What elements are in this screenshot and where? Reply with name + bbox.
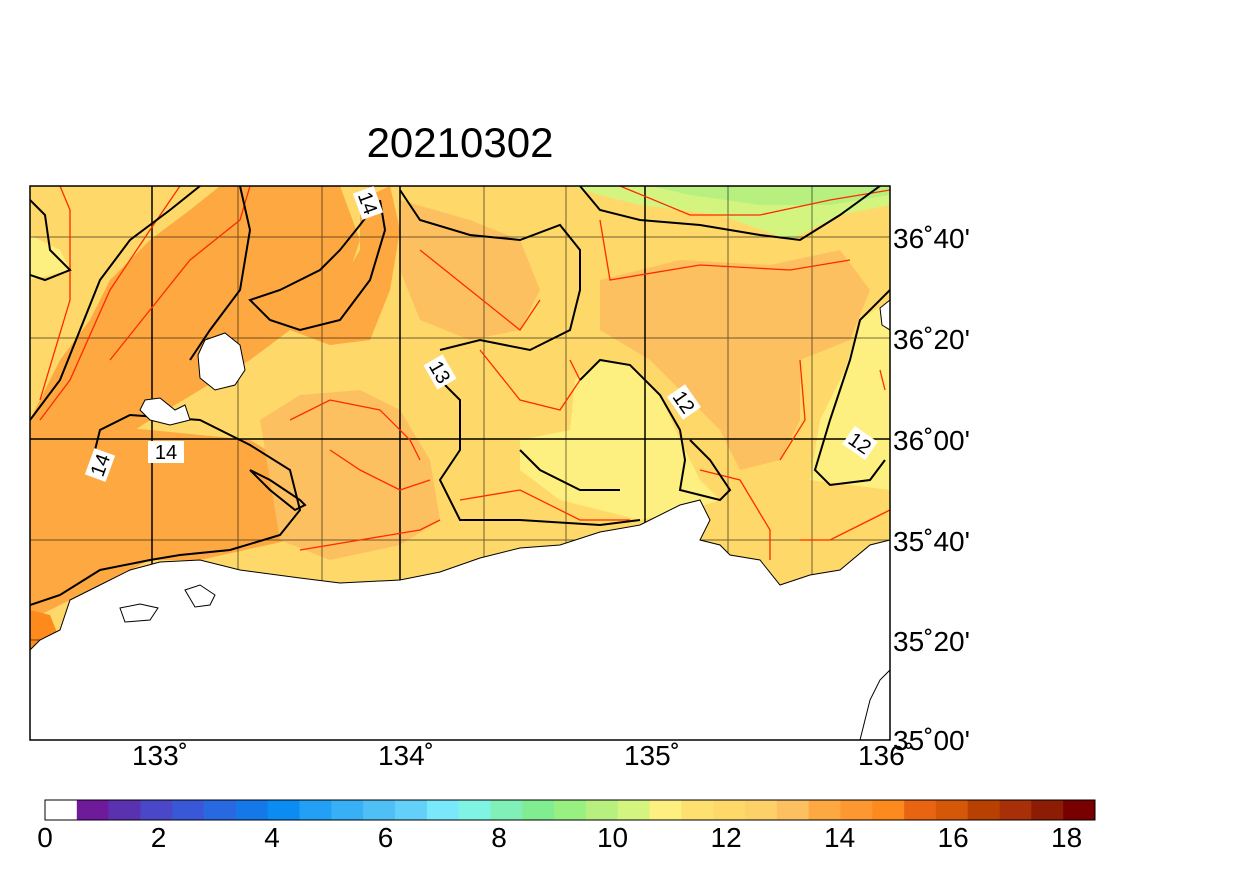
colorbar-swatch: [45, 800, 78, 820]
colorbar-swatch: [140, 800, 173, 820]
sst-region-13-central: [260, 390, 440, 560]
colorbar-tick-label: 2: [151, 822, 167, 853]
lat-tick-label: 36˚20': [893, 324, 970, 355]
lon-tick-label: 134˚: [378, 740, 434, 771]
colorbar-swatch: [808, 800, 841, 820]
colorbar-tick-label: 16: [938, 822, 969, 853]
colorbar-swatch: [554, 800, 587, 820]
colorbar-swatch: [713, 800, 746, 820]
colorbar-swatch: [872, 800, 905, 820]
colorbar-frame: [44, 799, 1096, 821]
lon-tick-label: 136˚: [858, 740, 914, 771]
lat-tick-label: 35˚00': [893, 725, 970, 756]
plot-frame: [29, 185, 891, 741]
colorbar-swatch: [745, 800, 778, 820]
chart-title: 20210302: [367, 119, 554, 166]
colorbar-tick-label: 6: [378, 822, 394, 853]
land-east-peninsula: [859, 669, 890, 740]
colorbar-swatch: [1063, 800, 1096, 820]
sst-region-14-west: [30, 186, 360, 580]
lat-tick-label: 35˚40': [893, 526, 970, 557]
colorbar-swatch: [458, 800, 491, 820]
colorbar-labels: 0 2 4 6 8 10 12 14 16 18: [37, 822, 1082, 853]
colorbar-swatch: [999, 800, 1032, 820]
lon-tick-label: 135˚: [624, 740, 680, 771]
colorbar-swatch: [1031, 800, 1064, 820]
contour-label: 14: [148, 441, 184, 464]
colorbar-swatch: [617, 800, 650, 820]
lat-tick-label: 36˚40': [893, 223, 970, 254]
lat-axis: 36˚40' 36˚20' 36˚00' 35˚40' 35˚20' 35˚00…: [893, 223, 970, 756]
land-oki-dozen: [139, 397, 191, 426]
sst-region-14-north: [290, 186, 400, 345]
colorbar-swatch: [108, 800, 141, 820]
colorbar-swatch: [776, 800, 809, 820]
colorbar-tick-label: 14: [824, 822, 855, 853]
colorbar-swatch: [585, 800, 619, 820]
sst-region-12-east: [520, 360, 720, 520]
colorbar-tick-label: 4: [264, 822, 280, 853]
lat-tick-label: 36˚00': [893, 425, 970, 456]
colorbar-swatch: [681, 800, 714, 820]
colorbar-swatch: [363, 800, 396, 820]
colorbar-swatch: [204, 800, 237, 820]
colorbar-tick-label: 0: [37, 822, 53, 853]
lat-tick-label: 35˚20': [893, 626, 970, 657]
colorbar-swatch: [649, 800, 682, 820]
colorbar-tick-label: 18: [1051, 822, 1082, 853]
colorbar-swatch: [235, 800, 269, 820]
land-oki-dogo: [197, 332, 246, 391]
colorbar-swatch: [299, 800, 332, 820]
land-islet-1: [119, 603, 159, 623]
colorbar-tick-label: 8: [491, 822, 507, 853]
land-honshu: [30, 499, 890, 740]
colorbar-swatch: [395, 800, 428, 820]
colorbar-swatch: [935, 800, 969, 820]
colorbar-tick-label: 12: [711, 822, 742, 853]
colorbar-swatch: [904, 800, 937, 820]
colorbar: [44, 799, 1096, 821]
colorbar-swatch: [522, 800, 555, 820]
svg-text:14: 14: [155, 442, 177, 464]
colorbar-swatch: [967, 800, 1000, 820]
colorbar-swatch: [840, 800, 873, 820]
colorbar-swatch: [331, 800, 364, 820]
colorbar-tick-label: 10: [597, 822, 628, 853]
black-contours: [30, 186, 890, 606]
colorbar-swatch: [172, 800, 205, 820]
land-islet-2: [184, 584, 216, 608]
red-contours: [39, 186, 890, 560]
colorbar-swatch: [490, 800, 523, 820]
colorbar-swatch: [426, 800, 459, 820]
sst-region-13-east: [600, 250, 870, 470]
sst-region-12-west: [30, 235, 70, 280]
colorbar-swatch: [267, 800, 300, 820]
colorbar-swatch: [76, 800, 109, 820]
lon-axis: 133˚ 134˚ 135˚ 136˚: [132, 740, 914, 771]
lon-tick-label: 133˚: [132, 740, 188, 771]
sst-region-13-northcentral: [400, 200, 540, 340]
land-fareast-coast: [879, 299, 890, 331]
